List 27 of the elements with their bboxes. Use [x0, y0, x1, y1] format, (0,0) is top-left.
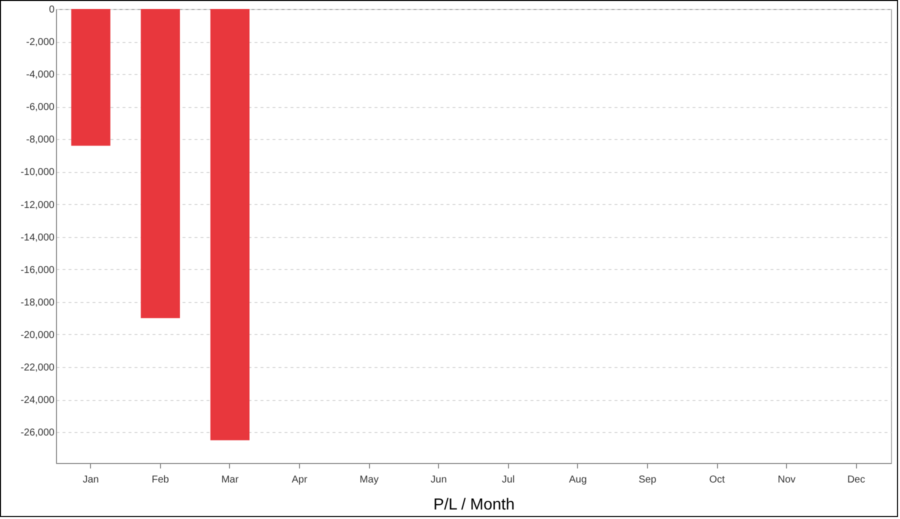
y-tick-label: -20,000	[20, 330, 55, 341]
x-tick-label: Aug	[568, 474, 587, 486]
x-tick-label: Feb	[152, 474, 170, 486]
x-tick-label: Jan	[82, 474, 99, 486]
y-tick-label: -4,000	[26, 70, 55, 81]
x-tick-label: May	[360, 474, 379, 486]
y-tick-label: -18,000	[20, 297, 55, 308]
y-tick-label: -10,000	[20, 167, 55, 178]
y-tick-label: -24,000	[20, 395, 55, 406]
y-tick-label: -26,000	[20, 428, 55, 439]
y-tick-label: -6,000	[26, 102, 55, 114]
y-tick-label: -12,000	[20, 200, 55, 211]
x-tick-label: Apr	[292, 474, 308, 486]
x-tick-label: Mar	[221, 474, 240, 486]
x-tick-label: Sep	[638, 474, 657, 486]
y-tick-label: -14,000	[20, 232, 55, 244]
y-tick-label: -8,000	[26, 134, 55, 146]
x-axis-title: P/L / Month	[433, 496, 515, 514]
x-tick-label: Nov	[778, 474, 796, 486]
x-tick-label: Dec	[847, 474, 866, 486]
y-tick-label: -22,000	[20, 362, 55, 374]
x-tick-label: Jun	[430, 474, 447, 486]
y-tick-label: -16,000	[20, 264, 55, 276]
y-tick-label: 0	[48, 4, 55, 16]
y-tick-label: -2,000	[26, 37, 55, 48]
x-tick-label: Jul	[502, 474, 515, 486]
x-tick-label: Oct	[709, 474, 726, 486]
